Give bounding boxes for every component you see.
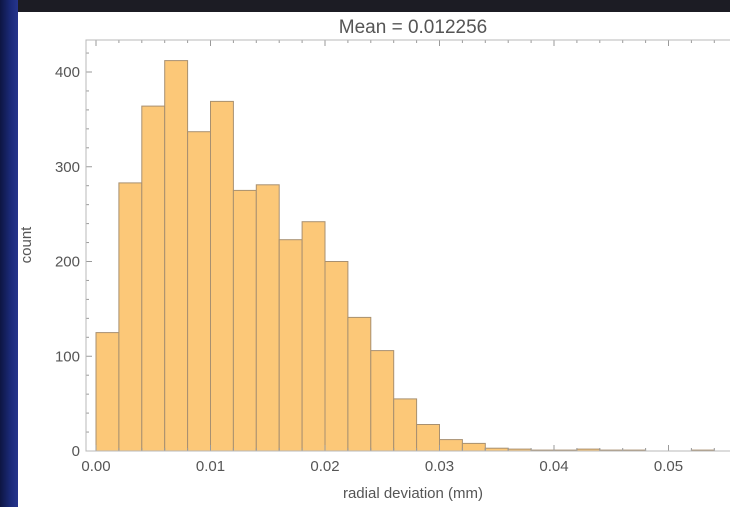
left-frame xyxy=(0,0,18,507)
y-tick-label: 300 xyxy=(55,159,80,176)
x-tick-label: 0.03 xyxy=(425,458,454,475)
y-tick-label: 400 xyxy=(55,64,80,81)
histogram-bar xyxy=(461,442,486,452)
plot-frame xyxy=(85,39,730,452)
x-axis-label: radial deviation (mm) xyxy=(343,485,483,502)
x-tick-label: 0.01 xyxy=(196,458,225,475)
histogram-bar xyxy=(118,182,143,452)
y-tick-label: 0 xyxy=(72,443,80,460)
x-tick-label: 0.02 xyxy=(310,458,339,475)
histogram-bar xyxy=(324,261,349,452)
top-bar xyxy=(0,0,730,12)
histogram-bar xyxy=(301,221,326,452)
histogram-bar xyxy=(210,100,234,452)
histogram-bar xyxy=(187,131,212,452)
chart-title: Mean = 0.012256 xyxy=(339,17,487,38)
histogram-bar xyxy=(95,332,120,452)
bars-group xyxy=(95,60,715,452)
y-axis-label: count xyxy=(18,226,35,264)
y-tick-labels: 0 100 200 300 400 xyxy=(55,64,80,460)
histogram-bar xyxy=(232,189,257,452)
histogram-bar xyxy=(164,60,189,452)
histogram-bar xyxy=(393,398,418,452)
x-tick-label: 0.00 xyxy=(81,458,110,475)
histogram-bar xyxy=(439,439,463,452)
x-tick-labels: 0.00 0.01 0.02 0.03 0.04 0.05 xyxy=(81,458,683,475)
histogram-bar xyxy=(416,424,441,452)
x-tick-label: 0.04 xyxy=(539,458,568,475)
histogram-bar xyxy=(370,350,395,452)
histogram-bar xyxy=(347,316,372,452)
histogram-bar xyxy=(278,239,303,452)
y-tick-label: 200 xyxy=(55,254,80,271)
histogram-bar xyxy=(141,105,166,452)
histogram-bar xyxy=(255,184,280,452)
x-tick-label: 0.05 xyxy=(654,458,683,475)
y-tick-label: 100 xyxy=(55,348,80,365)
